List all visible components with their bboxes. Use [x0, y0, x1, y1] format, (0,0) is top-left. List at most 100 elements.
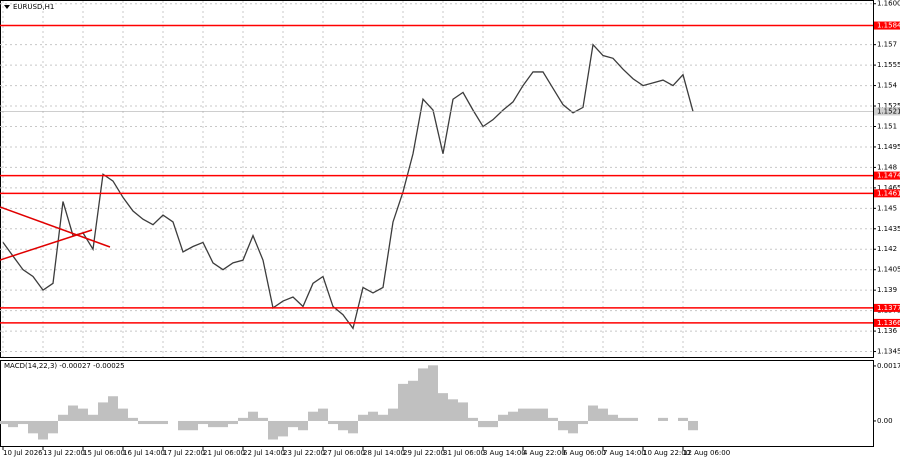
macd-bar — [628, 417, 638, 421]
macd-bar — [338, 420, 348, 431]
price-frame — [0, 0, 874, 358]
macd-bar — [38, 420, 48, 440]
symbol-title: EURUSD,H1 — [13, 3, 54, 11]
x-tick-label: 22 Jul 14:00 — [243, 449, 285, 457]
macd-bar — [378, 414, 388, 421]
x-tick-label: 17 Jul 22:00 — [163, 449, 205, 457]
y-tick-label: 1.154 — [877, 82, 898, 90]
macd-bar — [438, 393, 448, 421]
level-tag — [874, 21, 900, 30]
level-label: 1.1366 — [877, 319, 900, 327]
macd-bar — [498, 414, 508, 421]
macd-bar — [388, 408, 398, 421]
macd-bar — [268, 420, 278, 440]
macd-bar — [58, 414, 68, 421]
y-tick-label: 1.1495 — [877, 143, 900, 151]
macd-bar — [448, 399, 458, 421]
macd-bar — [688, 420, 698, 431]
x-tick-label: 4 Aug 22:00 — [523, 449, 566, 457]
x-tick-label: 15 Jul 06:00 — [83, 449, 125, 457]
x-tick-label: 13 Jul 22:00 — [43, 449, 85, 457]
macd-bar — [98, 402, 108, 421]
macd-bar — [518, 408, 528, 421]
x-tick-label: 31 Jul 06:00 — [443, 449, 485, 457]
y-tick-label: 1.1555 — [877, 61, 900, 69]
macd-bar — [188, 420, 198, 431]
macd-bar — [138, 420, 148, 425]
macd-bar — [238, 417, 248, 421]
x-tick-label: 23 Jul 22:00 — [283, 449, 325, 457]
x-tick-label: 16 Jul 14:00 — [123, 449, 165, 457]
macd-bar — [348, 420, 358, 434]
menu-arrow — [4, 5, 10, 9]
macd-bar — [148, 420, 158, 425]
y-tick-label: 1.157 — [877, 41, 897, 49]
macd-bar — [468, 417, 478, 421]
macd-bar — [528, 408, 538, 421]
macd-bar — [458, 402, 468, 421]
x-tick-label: 12 Aug 06:00 — [683, 449, 730, 457]
macd-bar — [68, 405, 78, 421]
trend-line — [0, 229, 93, 261]
macd-bar — [368, 411, 378, 421]
level-tag — [874, 189, 900, 198]
level-tag — [874, 171, 900, 180]
trend-line — [0, 206, 111, 248]
macd-bar — [48, 420, 58, 434]
macd-bar — [418, 368, 428, 421]
y-tick-label: 1.145 — [877, 204, 897, 212]
y-tick-label: 1.148 — [877, 163, 897, 171]
macd-bar — [228, 420, 238, 425]
macd-bar — [308, 411, 318, 421]
macd-bar — [108, 396, 118, 421]
level-label: 1.1584 — [877, 22, 900, 30]
y-tick-label: 1.1345 — [877, 348, 900, 356]
y-tick-label: 1.142 — [877, 245, 897, 253]
macd-bar — [398, 383, 408, 421]
level-label: 1.1474 — [877, 172, 900, 180]
macd-bar — [278, 420, 288, 437]
x-tick-label: 27 Jul 06:00 — [323, 449, 365, 457]
macd-bar — [488, 420, 498, 428]
macd-bar — [78, 408, 88, 421]
macd-bar — [608, 414, 618, 421]
macd-bar — [588, 405, 598, 421]
y-tick-label: 1.1405 — [877, 266, 900, 274]
macd-bar — [208, 420, 218, 428]
macd-bar — [558, 420, 568, 431]
x-tick-label: 29 Jul 22:00 — [403, 449, 445, 457]
y-tick-label: 0.00 — [877, 417, 893, 425]
y-tick-label: 1.151 — [877, 122, 897, 130]
x-tick-label: 21 Jul 06:00 — [203, 449, 245, 457]
macd-bar — [8, 420, 18, 428]
macd-bar — [568, 420, 578, 434]
macd-bar — [248, 411, 258, 421]
y-tick-label: 1.139 — [877, 286, 897, 294]
macd-bar — [288, 420, 298, 428]
current-price-tag — [874, 107, 900, 116]
level-label: 1.1377 — [877, 304, 900, 312]
price-line — [2, 43, 694, 330]
y-tick-label: 1.1525 — [877, 102, 900, 110]
macd-bar — [508, 411, 518, 421]
macd-bar — [318, 408, 328, 421]
macd-bar — [408, 380, 418, 421]
macd-bar — [328, 420, 338, 425]
level-tag — [874, 303, 900, 312]
y-tick-label: 1.1600 — [877, 0, 900, 8]
x-tick-label: 10 Jul 2026 — [3, 449, 43, 457]
macd-bar — [128, 417, 138, 421]
macd-bar — [28, 420, 38, 434]
macd-bar — [478, 420, 488, 428]
macd-bar — [298, 420, 308, 431]
labels: 1.1600 1.157 1.1555 1.154 1.1525 1.151 1.1495 1… — [3, 0, 900, 457]
macd-bar — [258, 417, 268, 421]
macd-bar — [618, 417, 628, 421]
y-tick-label: 0.00178 — [877, 362, 900, 370]
x-tick-label: 10 Aug 22:00 — [643, 449, 690, 457]
macd-bar — [178, 420, 188, 431]
level-label: 1.1461 — [877, 189, 900, 197]
macd-bar — [18, 420, 28, 425]
